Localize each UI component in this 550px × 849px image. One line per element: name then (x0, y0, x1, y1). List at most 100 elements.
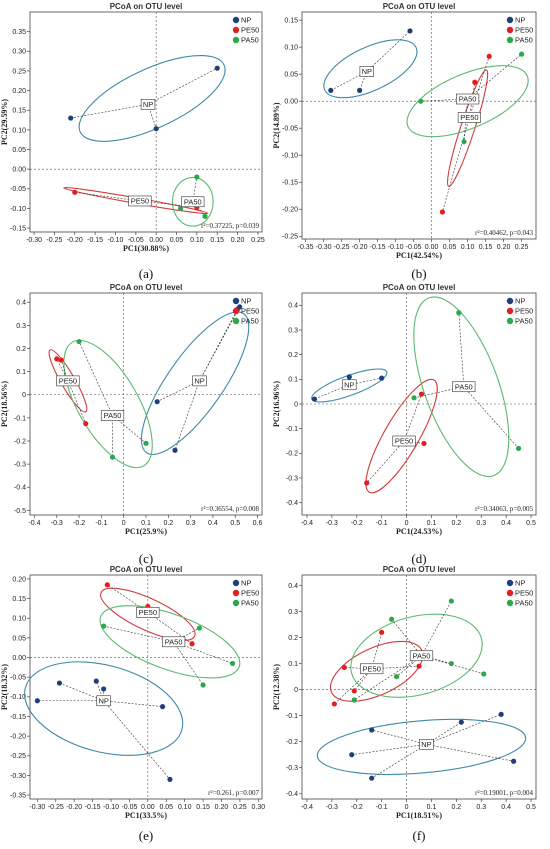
centroid-box-pe50 (392, 435, 416, 447)
data-point-np (510, 758, 517, 764)
data-point-np (154, 399, 160, 405)
spider-line-np (103, 700, 163, 707)
data-point-np (214, 65, 220, 71)
x-tick-label: -0.20 (66, 804, 82, 811)
y-tick-label: 0.00 (284, 99, 298, 106)
x-tick-label: -0.4 (301, 804, 313, 811)
chart-title: PCoA on OTU level (110, 283, 183, 292)
legend-marker-pe50 (232, 589, 240, 597)
y-tick-label: -0.3 (286, 765, 298, 772)
spider-line-np (70, 104, 149, 119)
x-tick-label: -0.25 (334, 244, 350, 251)
data-point-np (379, 375, 385, 381)
x-tick-label: -0.10 (107, 237, 123, 244)
data-point-np (349, 752, 355, 758)
x-tick-label: -0.20 (67, 237, 83, 244)
data-point-pe50 (331, 701, 337, 707)
legend-label-pe50: PE50 (515, 26, 533, 35)
data-point-pe50 (421, 440, 427, 447)
confidence-ellipse-pe50 (446, 69, 489, 187)
stat-annotation: r²=0.40462, p=0.043 (475, 229, 533, 237)
data-point-pe50 (379, 629, 385, 635)
chart-panel-4: PCoA on OTU level -0.4 -0.3 -0.2 -0.1 0 0.1 0.2… (272, 283, 537, 566)
legend-label-np: NP (515, 297, 525, 306)
y-tick-label: -0.1 (14, 415, 26, 422)
x-tick-label: -0.2 (351, 520, 363, 527)
x-tick-label: -0.10 (103, 804, 119, 811)
legend-marker-np (232, 579, 240, 587)
x-tick-label: 0.05 (170, 237, 184, 244)
y-tick-label: 0.20 (12, 576, 26, 583)
data-point-pe50 (351, 688, 357, 694)
x-tick-label: 0.20 (215, 804, 229, 811)
x-tick-label: -0.2 (73, 520, 85, 527)
legend-marker-pa50 (232, 599, 240, 607)
legend-marker-pe50 (506, 589, 514, 597)
x-tick-label: -0.10 (388, 244, 404, 251)
data-point-pa50 (393, 673, 400, 680)
y-tick-label: 0.05 (12, 147, 26, 154)
spider-line-pa50 (458, 312, 465, 387)
centroid-label-pa50: PA50 (413, 651, 431, 660)
x-tick-label: 0.15 (196, 804, 210, 811)
x-tick-label: -0.15 (370, 244, 386, 251)
x-axis-label: PC1(33.5%) (125, 811, 167, 820)
x-tick-label: -0.20 (352, 244, 368, 251)
y-tick-label: -0.15 (10, 714, 26, 721)
panel-letter: (c) (139, 551, 153, 566)
data-point-pa50 (448, 660, 454, 667)
data-point-pe50 (364, 480, 370, 486)
y-tick-label: -0.30 (10, 773, 26, 780)
data-point-np (458, 719, 464, 725)
data-point-pa50 (109, 454, 116, 460)
legend-marker-np (232, 297, 240, 305)
spider-line-pa50 (467, 53, 522, 100)
chart-title: PCoA on OTU level (110, 2, 183, 11)
spider-line-pe50 (371, 632, 382, 669)
panel-letter: (e) (139, 828, 153, 843)
plot-frame (29, 11, 263, 233)
x-axis-label: PC1(42.54%) (396, 251, 442, 260)
data-point-pe50 (341, 664, 347, 671)
data-point-pa50 (177, 205, 184, 212)
data-point-np (237, 304, 243, 310)
y-tick-label: -0.1 (286, 713, 298, 720)
legend-label-pe50: PE50 (515, 589, 533, 598)
x-tick-label: 0.4 (208, 520, 218, 527)
confidence-ellipse-pa50 (171, 176, 214, 227)
x-tick-label: -0.1 (95, 520, 107, 527)
confidence-ellipse-pa50 (413, 296, 510, 478)
data-point-pe50 (54, 356, 60, 362)
centroid-label-np: NP (362, 67, 372, 76)
x-tick-label: 0.4 (501, 520, 511, 527)
centroid-label-np: NP (344, 380, 354, 389)
chart-title: PCoA on OTU level (383, 283, 456, 292)
x-tick-label: -0.2 (351, 804, 363, 811)
data-point-np (93, 678, 99, 684)
centroid-label-pe50: PE50 (460, 113, 478, 122)
panel-letter: (d) (411, 551, 426, 566)
y-tick-label: -0.4 (14, 485, 26, 492)
data-point-np (167, 776, 173, 782)
legend-label-pe50: PE50 (241, 589, 259, 598)
x-tick-label: 0.10 (461, 244, 475, 251)
centroid-box-np (419, 739, 434, 750)
y-tick-label: -0.20 (10, 734, 26, 741)
legend-label-np: NP (515, 579, 525, 588)
chart-panel-5: PCoA on OTU level-0.30 -0.25 -0.20 -0.15 -0.… (0, 565, 265, 843)
legend-label-pa50: PA50 (515, 36, 533, 45)
x-tick-label: 0.15 (210, 237, 224, 244)
y-tick-label: 0 (294, 401, 298, 408)
x-tick-label: 0.05 (159, 804, 173, 811)
spider-line-pa50 (78, 341, 113, 416)
data-point-np (311, 396, 318, 402)
y-tick-label: 0.00 (12, 167, 26, 174)
data-point-pa50 (196, 625, 202, 631)
x-tick-label: -0.4 (28, 520, 40, 527)
chart-panel-2: PCoA on OTU level-0.35 -0.30 -0.25 -0.20 -0.… (272, 2, 537, 281)
y-tick-label: -0.25 (282, 234, 298, 241)
x-tick-label: -0.25 (46, 237, 62, 244)
y-tick-label: 0.05 (12, 635, 26, 642)
x-tick-label: 0.3 (186, 520, 196, 527)
spider-line-pa50 (354, 655, 422, 701)
